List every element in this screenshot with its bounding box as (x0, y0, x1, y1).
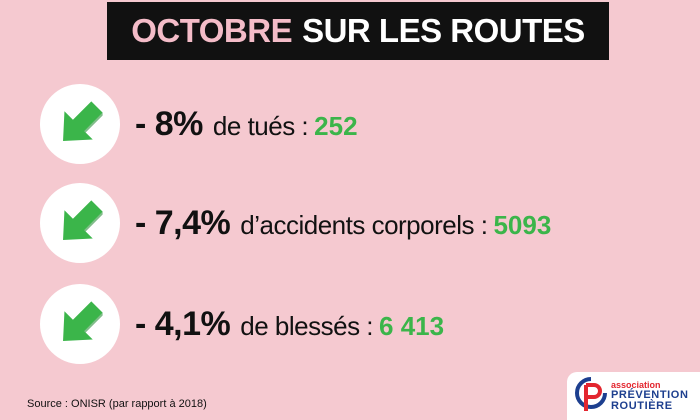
stat-value: 5093 (493, 209, 552, 240)
down-arrow-icon (40, 84, 120, 164)
stat-value: 6 413 (379, 310, 445, 341)
title-accent: OCTOBRE (131, 12, 293, 49)
stat-percent: - 8% (135, 104, 203, 143)
stat-row-killed: - 8% de tués : 252 (40, 84, 358, 164)
stat-accidents: - 7,4% d’accidents corporels : 5093 (135, 204, 551, 243)
stat-killed: - 8% de tués : 252 (135, 105, 358, 144)
stat-label: de tués : (212, 110, 309, 141)
logo-line-routiere: ROUTIÈRE (611, 399, 673, 412)
stat-injured: - 4,1% de blessés : 6 413 (135, 305, 444, 344)
stat-label: de blessés : (240, 310, 374, 341)
stat-row-injured: - 4,1% de blessés : 6 413 (40, 284, 444, 364)
stat-percent: - 4,1% (135, 304, 231, 343)
stat-percent: - 7,4% (135, 203, 231, 242)
down-arrow-icon (40, 183, 120, 263)
logo-line-prevention: PRÉVENTION (611, 388, 689, 401)
title-rest: SUR LES ROUTES (302, 12, 585, 49)
source-note: Source : ONISR (par rapport à 2018) (27, 398, 207, 410)
down-arrow-icon (40, 284, 120, 364)
stat-value: 252 (314, 110, 358, 141)
logo-mark-icon (575, 377, 607, 411)
logo-line-association: association (611, 379, 661, 390)
stat-label: d’accidents corporels : (240, 209, 488, 240)
stat-row-accidents: - 7,4% d’accidents corporels : 5093 (40, 183, 551, 263)
prevention-routiere-logo: association PRÉVENTION ROUTIÈRE (567, 372, 700, 420)
title-banner: OCTOBRE SUR LES ROUTES (107, 2, 609, 60)
